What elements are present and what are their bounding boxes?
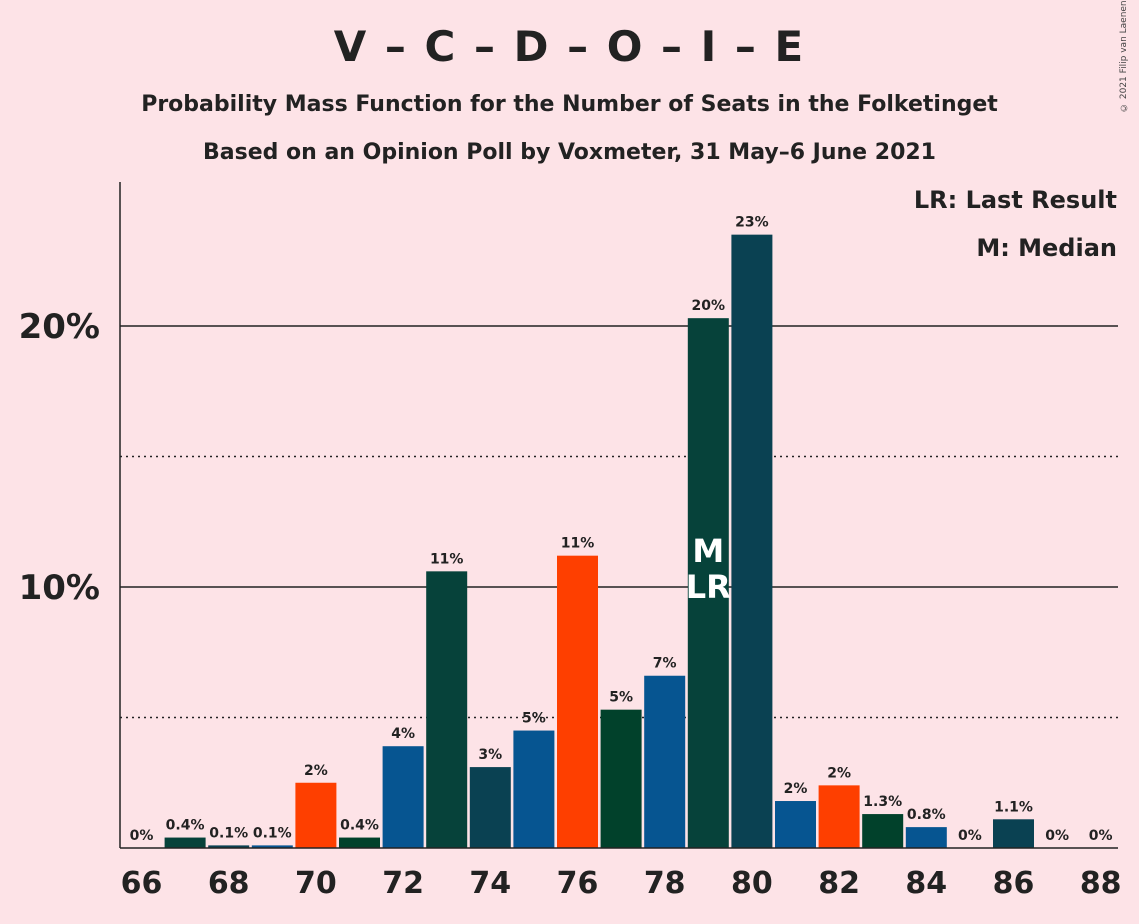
x-tick-label: 68 <box>208 866 250 901</box>
data-label-seat-76: 11% <box>561 536 595 552</box>
x-tick-label: 78 <box>644 866 686 901</box>
bar-seat-86 <box>993 819 1034 848</box>
x-tick-label: 80 <box>731 866 773 901</box>
x-tick-label: 86 <box>993 866 1035 901</box>
bar-seat-81 <box>775 801 816 848</box>
bar-seat-76 <box>557 555 598 848</box>
legend-last-result: LR: Last Result <box>913 186 1117 214</box>
bar-seat-71 <box>339 837 380 848</box>
bar-seat-72 <box>382 746 424 848</box>
legend-median: M: Median <box>976 234 1117 262</box>
bar-seat-73 <box>426 571 468 848</box>
bar-seat-82 <box>818 785 860 848</box>
bar-seat-77 <box>600 709 642 848</box>
y-tick-label: 20% <box>19 307 100 347</box>
x-tick-label: 82 <box>818 866 860 901</box>
data-label-seat-68: 0.1% <box>209 825 248 841</box>
data-label-seat-85: 0% <box>958 828 982 844</box>
bar-seat-74 <box>469 767 511 848</box>
bar-seat-79 <box>687 318 729 848</box>
bar-seat-78 <box>644 675 686 848</box>
data-label-seat-86: 1.1% <box>994 799 1033 815</box>
data-label-seat-82: 2% <box>827 765 851 781</box>
bar-seat-70 <box>295 782 337 848</box>
data-label-seat-88: 0% <box>1089 828 1113 844</box>
x-tick-label: 72 <box>382 866 424 901</box>
data-label-seat-67: 0.4% <box>166 818 205 834</box>
data-label-seat-79: 20% <box>692 298 726 314</box>
chart-title: V – C – D – O – I – E <box>333 22 806 71</box>
bar-seat-83 <box>862 814 904 848</box>
data-label-seat-66: 0% <box>130 828 154 844</box>
bar-seat-67 <box>164 837 206 848</box>
data-label-seat-75: 5% <box>522 711 546 727</box>
x-tick-label: 74 <box>469 866 511 901</box>
data-label-seat-78: 7% <box>653 656 677 672</box>
median-marker: M <box>692 532 724 570</box>
bar-seat-84 <box>905 827 947 848</box>
data-label-seat-70: 2% <box>304 763 328 779</box>
y-tick-label: 10% <box>19 568 100 608</box>
data-label-seat-80: 23% <box>735 215 769 231</box>
last-result-marker: LR <box>686 568 731 606</box>
data-label-seat-83: 1.3% <box>863 794 902 810</box>
chart-subtitle: Probability Mass Function for the Number… <box>141 92 998 117</box>
x-tick-label: 76 <box>557 866 599 901</box>
chart-subtitle-poll: Based on an Opinion Poll by Voxmeter, 31… <box>202 140 936 165</box>
data-label-seat-77: 5% <box>609 690 633 706</box>
data-label-seat-81: 2% <box>784 781 808 797</box>
data-label-seat-87: 0% <box>1045 828 1069 844</box>
x-tick-label: 66 <box>121 866 163 901</box>
bar-seat-68 <box>208 845 250 848</box>
data-label-seat-74: 3% <box>478 747 502 763</box>
bar-seat-69 <box>251 845 293 848</box>
x-tick-label: 70 <box>295 866 337 901</box>
data-label-seat-69: 0.1% <box>253 825 292 841</box>
data-label-seat-73: 11% <box>430 551 464 567</box>
x-tick-label: 88 <box>1080 866 1122 901</box>
bar-seat-80 <box>731 234 773 848</box>
copyright-notice: © 2021 Filip van Laenen <box>1119 0 1129 112</box>
data-label-seat-84: 0.8% <box>907 807 946 823</box>
data-label-seat-72: 4% <box>391 726 415 742</box>
data-label-seat-71: 0.4% <box>340 818 379 834</box>
x-tick-label: 84 <box>905 866 947 901</box>
bar-seat-75 <box>513 730 555 848</box>
